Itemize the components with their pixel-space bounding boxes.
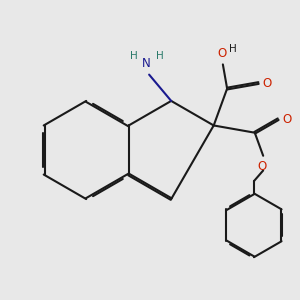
- Text: H: H: [156, 51, 164, 61]
- Text: O: O: [257, 160, 266, 173]
- Text: H: H: [229, 44, 237, 54]
- Text: O: O: [217, 47, 226, 60]
- Text: H: H: [130, 51, 137, 61]
- Text: O: O: [263, 76, 272, 89]
- Text: O: O: [282, 113, 292, 126]
- Text: N: N: [142, 57, 151, 70]
